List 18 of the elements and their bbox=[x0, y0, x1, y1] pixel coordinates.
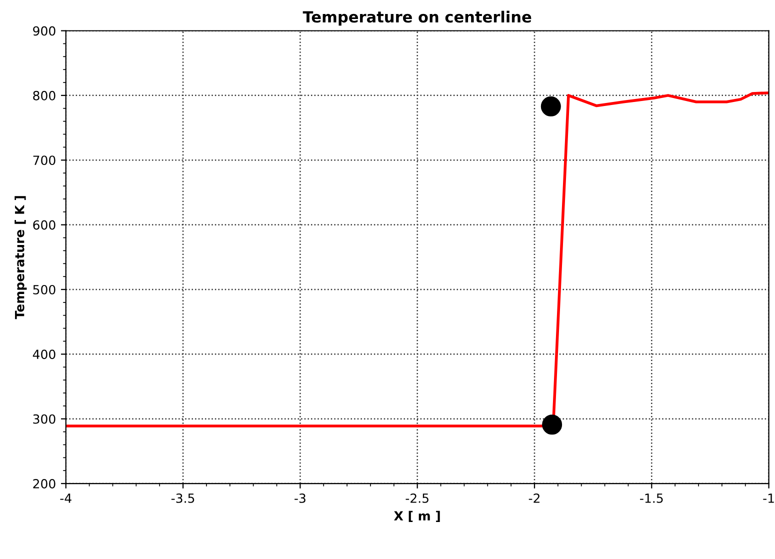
x-tick-label: -4 bbox=[60, 494, 72, 503]
y-tick-label: 200 bbox=[33, 479, 56, 488]
y-tick-label: 400 bbox=[32, 350, 56, 360]
x-axis-title: X [ m ] bbox=[394, 510, 440, 522]
x-tick-label: -3.5 bbox=[171, 493, 194, 503]
y-tick-label: 600 bbox=[33, 220, 56, 230]
y-tick-label: 900 bbox=[33, 26, 56, 36]
y-tick-label: 300 bbox=[33, 414, 56, 424]
chart-title: Temperature on centerline bbox=[302, 10, 532, 26]
y-tick-label: 500 bbox=[33, 284, 56, 294]
x-tick-label: -2 bbox=[528, 493, 540, 503]
y-axis-title: Temperature [ K ] bbox=[14, 196, 27, 320]
x-tick-label: -2.5 bbox=[406, 493, 428, 503]
x-tick-label: -3 bbox=[294, 493, 306, 503]
x-tick-label: -1 bbox=[763, 494, 774, 503]
y-tick-label: 700 bbox=[33, 156, 56, 166]
y-tick-label: 800 bbox=[33, 90, 56, 100]
x-tick-label: -1.5 bbox=[640, 494, 663, 503]
